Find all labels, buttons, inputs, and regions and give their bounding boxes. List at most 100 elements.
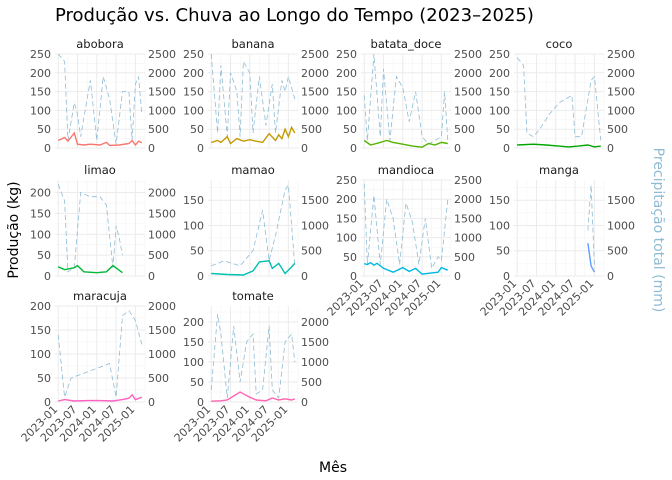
y-tick-label-right: 500 bbox=[454, 123, 475, 136]
y-tick-label-left: 150 bbox=[30, 86, 51, 99]
y-tick-label-left: 100 bbox=[30, 228, 51, 241]
rainfall-line-banana bbox=[210, 53, 296, 137]
y-tick-label-right: 1000 bbox=[148, 228, 176, 241]
y-tick-label-left: 200 bbox=[183, 67, 204, 80]
facet-label-limao: limao bbox=[84, 163, 116, 177]
y-tick-label-right: 1000 bbox=[607, 104, 635, 117]
production-line-limao bbox=[57, 264, 123, 274]
y-tick-label-right: 1500 bbox=[148, 324, 176, 337]
y-tick-label-left: 100 bbox=[30, 348, 51, 361]
y-tick-label-right: 2000 bbox=[148, 67, 176, 80]
y-tick-label-right: 500 bbox=[301, 245, 322, 258]
panel-background bbox=[514, 180, 604, 276]
y-tick-label-right: 2500 bbox=[301, 48, 329, 61]
y-tick-label-left: 150 bbox=[489, 194, 510, 207]
y-tick-label-right: 1000 bbox=[301, 104, 329, 117]
production-line-coco bbox=[517, 143, 601, 148]
production-line-banana bbox=[211, 125, 296, 145]
facet-manga: manga0501001500500100015002023-012023-07… bbox=[478, 163, 635, 319]
y-tick-label-right: 1500 bbox=[454, 86, 482, 99]
y-tick-label-right: 1500 bbox=[454, 212, 482, 225]
y-tick-label-right: 500 bbox=[454, 251, 475, 264]
y-tick-label-left: 0 bbox=[197, 142, 204, 155]
facet-label-manga: manga bbox=[539, 163, 579, 177]
rainfall-line-limao bbox=[57, 184, 123, 273]
y-tick-label-right: 0 bbox=[607, 142, 614, 155]
y-tick-label-left: 200 bbox=[30, 187, 51, 200]
y-axis-title-right: Precipitação total (mm) bbox=[650, 148, 666, 313]
y-tick-label-left: 0 bbox=[350, 270, 357, 283]
y-tick-label-left: 250 bbox=[30, 48, 51, 61]
y-tick-label-left: 150 bbox=[336, 86, 357, 99]
y-tick-label-left: 100 bbox=[30, 104, 51, 117]
panel-background bbox=[55, 180, 145, 276]
y-axis-title-left: Produção (kg) bbox=[6, 181, 22, 278]
y-tick-label-left: 100 bbox=[489, 219, 510, 232]
facet-label-coco: coco bbox=[546, 37, 573, 51]
y-tick-label-left: 250 bbox=[336, 48, 357, 61]
y-tick-label-right: 0 bbox=[301, 396, 308, 409]
y-tick-label-left: 100 bbox=[183, 104, 204, 117]
y-tick-label-left: 0 bbox=[350, 142, 357, 155]
facet-mandioca: mandioca05010015020025005001000150020002… bbox=[325, 163, 482, 319]
y-tick-label-right: 1500 bbox=[148, 86, 176, 99]
y-tick-label-right: 2000 bbox=[301, 316, 329, 329]
y-tick-label-right: 2000 bbox=[301, 67, 329, 80]
y-tick-label-left: 50 bbox=[496, 245, 510, 258]
y-tick-label-left: 200 bbox=[489, 67, 510, 80]
y-tick-label-left: 0 bbox=[197, 396, 204, 409]
y-tick-label-right: 0 bbox=[454, 270, 461, 283]
y-tick-label-left: 50 bbox=[190, 123, 204, 136]
y-tick-label-right: 0 bbox=[301, 270, 308, 283]
y-tick-label-right: 1000 bbox=[454, 104, 482, 117]
production-line-batata-doce bbox=[363, 139, 448, 148]
rainfall-line-batata-doce bbox=[363, 53, 449, 145]
panel-background bbox=[208, 306, 298, 402]
y-tick-label-right: 1500 bbox=[301, 194, 329, 207]
y-tick-label-right: 2000 bbox=[148, 300, 176, 313]
y-tick-label-right: 1000 bbox=[301, 219, 329, 232]
facet-abobora: abobora050100150200250050010001500200025… bbox=[30, 37, 176, 155]
facet-maracuja: maracuja05010015020005001000150020002023… bbox=[19, 289, 176, 445]
y-tick-label-right: 500 bbox=[148, 123, 169, 136]
production-line-tomate bbox=[211, 391, 296, 402]
rainfall-line-maracuja bbox=[57, 310, 143, 398]
facet-label-batata-doce: batata_doce bbox=[371, 37, 442, 51]
y-tick-label-right: 1000 bbox=[454, 232, 482, 245]
facet-label-abobora: abobora bbox=[76, 37, 124, 51]
y-tick-label-left: 50 bbox=[343, 251, 357, 264]
y-tick-label-left: 0 bbox=[503, 270, 510, 283]
y-tick-label-left: 200 bbox=[336, 67, 357, 80]
y-tick-label-right: 0 bbox=[148, 142, 155, 155]
facet-label-mamao: mamao bbox=[231, 163, 275, 177]
chart-title: Produção vs. Chuva ao Longo do Tempo (20… bbox=[55, 5, 534, 26]
y-tick-label-right: 1500 bbox=[301, 86, 329, 99]
y-tick-label-left: 0 bbox=[44, 142, 51, 155]
facet-label-maracuja: maracuja bbox=[73, 289, 127, 303]
y-tick-label-left: 200 bbox=[30, 67, 51, 80]
y-tick-label-left: 150 bbox=[30, 207, 51, 220]
y-tick-label-right: 500 bbox=[607, 245, 628, 258]
y-tick-label-right: 1500 bbox=[301, 336, 329, 349]
y-tick-label-right: 2500 bbox=[148, 48, 176, 61]
y-tick-label-left: 250 bbox=[489, 48, 510, 61]
y-tick-label-left: 100 bbox=[336, 232, 357, 245]
production-line-mamao bbox=[211, 260, 296, 276]
production-line-abobora bbox=[57, 131, 143, 147]
y-tick-label-right: 500 bbox=[148, 372, 169, 385]
facet-label-mandioca: mandioca bbox=[378, 163, 434, 177]
y-tick-label-left: 150 bbox=[183, 86, 204, 99]
facet-tomate: tomate05010015020005001000150020002023-0… bbox=[172, 289, 329, 445]
y-tick-label-right: 500 bbox=[148, 249, 169, 262]
y-tick-label-left: 150 bbox=[183, 194, 204, 207]
y-tick-label-right: 1500 bbox=[607, 86, 635, 99]
y-tick-label-left: 250 bbox=[336, 174, 357, 187]
rainfall-line-manga bbox=[587, 185, 595, 266]
facet-label-banana: banana bbox=[231, 37, 274, 51]
y-tick-label-left: 100 bbox=[336, 104, 357, 117]
y-tick-label-right: 2500 bbox=[454, 48, 482, 61]
y-tick-label-left: 100 bbox=[183, 219, 204, 232]
